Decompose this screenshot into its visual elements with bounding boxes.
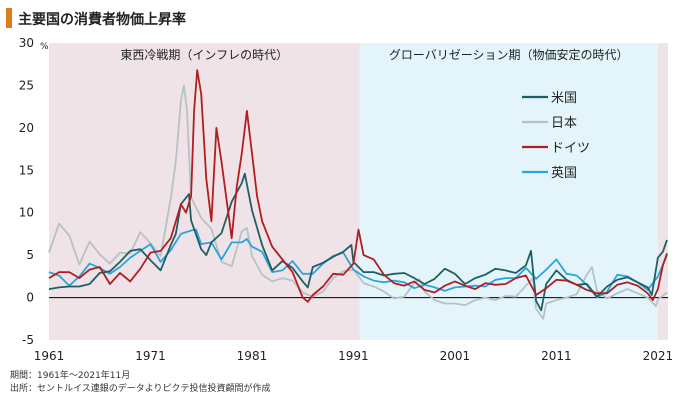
x-tick-label: 1991 xyxy=(338,349,369,363)
period-band-0 xyxy=(49,43,360,340)
chart-title: 主要国の消費者物価上昇率 xyxy=(18,12,186,28)
y-tick-label: 25 xyxy=(19,78,34,92)
y-tick-label: 10 xyxy=(19,206,34,220)
period-labels: 東西冷戦期（インフレの時代） グローバリゼーション期（物価安定の時代） xyxy=(120,47,628,62)
period-label-0: 東西冷戦期（インフレの時代） xyxy=(120,48,288,62)
x-tick-label: 1961 xyxy=(34,349,65,363)
y-tick-label: 5 xyxy=(26,248,34,262)
series-lines xyxy=(48,69,668,320)
period-bands xyxy=(49,43,668,340)
period-label-1: グローバリゼーション期（物価安定の時代） xyxy=(389,47,629,62)
y-tick-label: 20 xyxy=(19,121,34,135)
x-axis: 1961 1971 1981 1991 2001 2011 2021 xyxy=(34,349,673,363)
series-line-3 xyxy=(48,228,668,299)
series-line-1 xyxy=(48,84,668,320)
y-tick-label: -5 xyxy=(22,333,34,347)
title-accent-bar xyxy=(6,8,12,28)
legend-label-1: 日本 xyxy=(551,116,577,131)
x-tick-label: 2021 xyxy=(643,349,674,363)
x-tick-label: 1971 xyxy=(135,349,166,363)
series-line-2 xyxy=(48,69,668,303)
legend-label-3: 英国 xyxy=(551,166,577,181)
y-tick-label: 30 xyxy=(19,36,34,50)
y-axis: 30 25 20 15 10 5 0 -5% xyxy=(19,36,49,347)
x-tick-label: 1981 xyxy=(237,349,268,363)
y-unit-label: % xyxy=(40,42,49,52)
y-tick-label: 15 xyxy=(19,163,34,177)
legend-label-2: ドイツ xyxy=(551,141,590,156)
period-band-2 xyxy=(657,43,668,340)
legend-label-0: 米国 xyxy=(551,91,577,106)
source-origin-note: 出所：セントルイス連銀のデータよりピクテ投信投資顧問が作成 xyxy=(10,384,271,394)
y-tick-label: 0 xyxy=(26,291,34,305)
x-tick-label: 2001 xyxy=(440,349,471,363)
x-tick-label: 2011 xyxy=(541,349,572,363)
source-period-note: 期間：1961年～2021年11月 xyxy=(10,371,131,381)
